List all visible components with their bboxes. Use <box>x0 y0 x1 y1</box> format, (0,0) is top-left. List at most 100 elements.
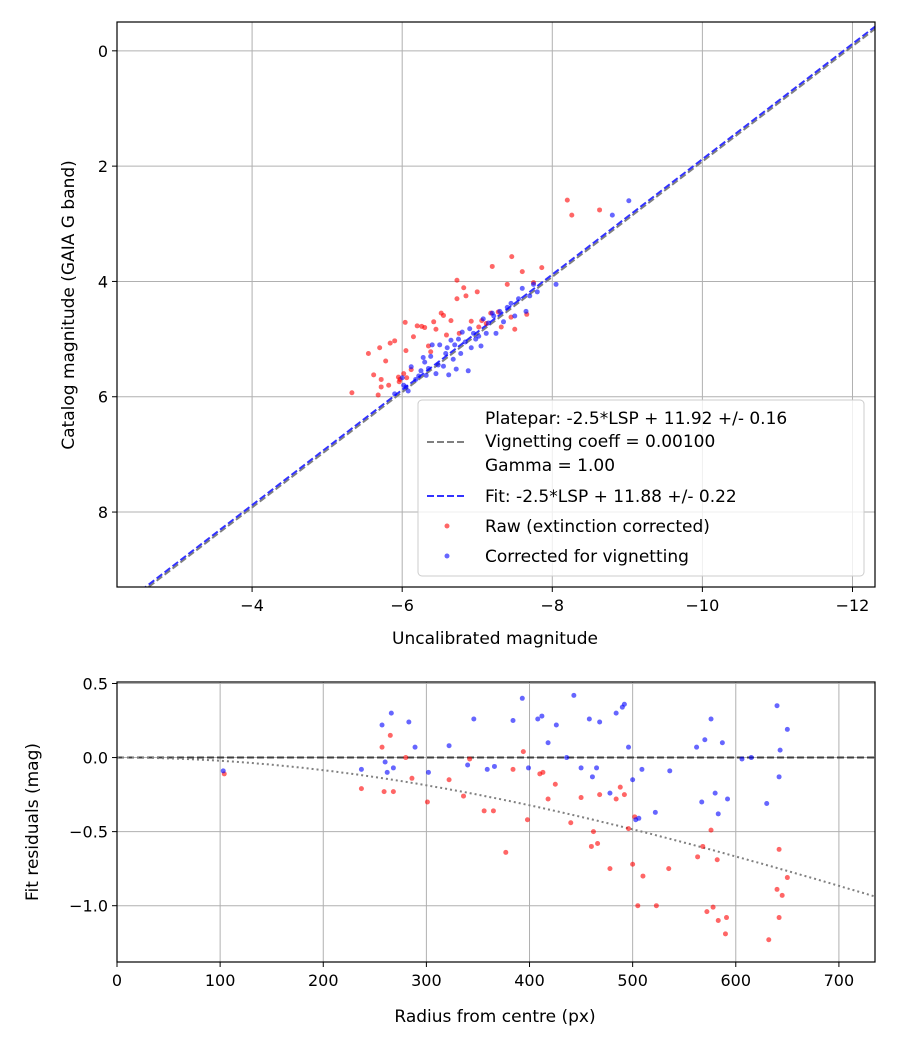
raw-point <box>467 756 473 762</box>
y-tick-label: −1.0 <box>69 897 108 916</box>
x-tick-label: 700 <box>824 971 855 990</box>
raw-point <box>700 843 706 849</box>
top-plot: −4 −6 −8 −10 −12 0 2 4 6 8 Uncalibrated magnitude… <box>59 21 876 649</box>
raw-point <box>454 296 460 302</box>
x-tick-label: 400 <box>514 971 545 990</box>
top-legend: Platepar: -2.5*LSP + 11.92 +/- 0.16 Vign… <box>417 399 865 577</box>
raw-point <box>377 345 383 351</box>
raw-point <box>440 312 446 318</box>
corrected-point <box>422 359 428 365</box>
corrected-point <box>453 366 459 372</box>
raw-point <box>410 334 416 340</box>
raw-point <box>446 777 452 783</box>
corrected-point <box>358 766 364 772</box>
raw-point <box>510 766 516 772</box>
corrected-point <box>621 701 627 707</box>
legend-box <box>417 399 865 577</box>
raw-point <box>524 817 530 823</box>
x-tick-label: 600 <box>721 971 752 990</box>
corrected-point <box>446 372 452 378</box>
corrected-point <box>471 716 477 722</box>
corrected-point <box>519 285 525 291</box>
bottom-plot: 0 100 200 300 400 500 600 700 0.5 0.0 −0.5 −1.0 Rad… <box>23 674 876 1027</box>
corrected-point <box>493 330 499 336</box>
corrected-point <box>510 718 516 724</box>
corrected-point <box>412 744 418 750</box>
corrected-point <box>667 768 673 774</box>
corrected-point <box>636 815 642 821</box>
raw-point <box>509 254 515 260</box>
raw-point <box>552 781 558 787</box>
raw-point <box>474 289 480 295</box>
corrected-point <box>607 790 613 796</box>
corrected-point <box>470 330 476 336</box>
corrected-point <box>429 342 435 348</box>
corrected-point <box>467 326 473 332</box>
corrected-point <box>418 368 424 374</box>
raw-point <box>386 382 392 388</box>
corrected-point <box>609 212 615 218</box>
corrected-point <box>708 716 714 722</box>
corrected-point <box>406 719 412 725</box>
x-tick-label: −8 <box>540 596 564 615</box>
raw-point <box>588 843 594 849</box>
y-tick-label: 0 <box>98 42 108 61</box>
y-tick-label: 8 <box>98 503 108 522</box>
raw-point <box>349 390 355 396</box>
raw-point <box>626 826 632 832</box>
raw-point <box>504 281 510 287</box>
corrected-point <box>392 391 398 397</box>
legend-platepar-label: Platepar: -2.5*LSP + 11.92 +/- 0.16 <box>485 409 787 429</box>
x-tick-label: 300 <box>411 971 442 990</box>
bottom-y-axis-label: Fit residuals (mag) <box>23 743 43 901</box>
raw-point <box>379 744 385 750</box>
corrected-point <box>443 351 449 357</box>
raw-point <box>414 323 420 329</box>
raw-point <box>489 263 495 269</box>
raw-point <box>595 840 601 846</box>
corrected-point <box>626 198 632 204</box>
corrected-point <box>459 329 465 335</box>
platepar-line <box>146 28 875 587</box>
corrected-point <box>403 384 409 390</box>
corrected-point <box>448 337 454 343</box>
corrected-point <box>399 375 405 381</box>
raw-point <box>378 384 384 390</box>
top-ticks: −4 −6 −8 −10 −12 0 2 4 6 8 <box>98 42 870 615</box>
corrected-point <box>564 755 570 761</box>
corrected-point <box>491 313 497 319</box>
raw-point <box>381 789 387 795</box>
raw-point <box>568 820 574 826</box>
corrected-point <box>784 726 790 732</box>
bottom-plot-frame <box>116 681 876 963</box>
raw-point <box>564 197 570 203</box>
corrected-point <box>512 313 518 319</box>
corrected-point <box>777 747 783 753</box>
corrected-point <box>425 365 431 371</box>
corrected-point <box>413 376 419 382</box>
raw-point <box>401 371 407 377</box>
corrected-point <box>774 703 780 709</box>
raw-point <box>621 792 627 798</box>
raw-point <box>387 732 393 738</box>
y-tick-label: 6 <box>98 388 108 407</box>
corrected-point <box>220 768 226 774</box>
raw-point <box>403 755 409 761</box>
bottom-ticks: 0 100 200 300 400 500 600 700 0.5 0.0 −0.5 −1.0 <box>69 674 854 990</box>
raw-point <box>590 829 596 835</box>
corrected-point <box>535 716 541 722</box>
corrected-point <box>382 759 388 765</box>
raw-point <box>409 775 415 781</box>
corrected-point <box>578 765 584 771</box>
raw-point <box>431 319 437 325</box>
top-y-axis-label: Catalog magnitude (GAIA G band) <box>59 160 79 450</box>
raw-point <box>607 866 613 872</box>
corrected-point <box>508 300 514 306</box>
raw-point <box>392 338 398 344</box>
corrected-point <box>545 740 551 746</box>
raw-point <box>375 392 381 398</box>
raw-point <box>390 789 396 795</box>
raw-point <box>666 866 672 872</box>
raw-point <box>520 749 526 755</box>
corrected-point <box>435 362 441 368</box>
